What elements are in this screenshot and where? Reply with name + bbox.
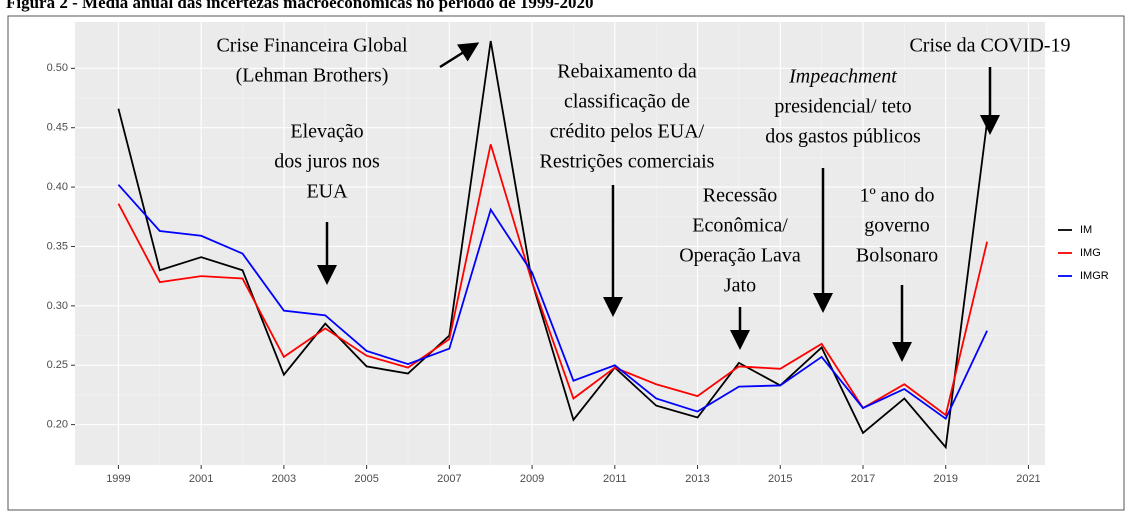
x-tick-label: 2009 [520,473,544,485]
series-line [117,144,988,417]
x-tick-label: 2003 [272,473,296,485]
annotation: crédito pelos EUA/ [550,121,705,143]
annotation: EUA [306,181,348,203]
y-tick-label: 0.25 [47,359,68,371]
x-tick-label: 2013 [685,473,709,485]
x-tick-label: 2007 [437,473,461,485]
annotation: Jato [724,275,756,297]
x-tick-label: 2021 [1016,473,1040,485]
x-tick-label: 1999 [106,473,130,485]
annotation: Elevação [290,121,363,143]
x-tick-label: 2015 [768,473,792,485]
x-tick-label: 2017 [851,473,875,485]
series-line [117,40,988,450]
y-tick-label: 0.40 [47,181,68,193]
annotation: (Lehman Brothers) [236,65,389,87]
annotation: Econômica/ [692,215,788,237]
annotation: Rebaixamento da [557,61,697,83]
annotation: Operação Lava [679,245,801,267]
x-tick-label: 2005 [354,473,378,485]
y-tick-label: 0.50 [47,62,68,74]
annotation: Impeachment [788,66,897,88]
annotation-arrow [439,42,480,69]
legend-label: IMG [1080,247,1101,259]
legend-label: IMGR [1080,270,1109,282]
annotation: dos gastos públicos [765,126,921,148]
y-tick-label: 0.45 [47,122,68,134]
x-tick-label: 2011 [603,473,627,485]
series-line [117,184,988,421]
annotation: governo [864,215,930,237]
x-tick-label: 2019 [933,473,957,485]
annotation: Crise Financeira Global [216,35,407,57]
annotation: 1º ano do [859,185,934,207]
annotation: Bolsonaro [856,245,938,267]
chart-title: Figura 2 - Média anual das incertezas ma… [6,0,594,12]
plot-panel [75,22,1045,465]
frame [7,15,1125,511]
y-tick-label: 0.35 [47,240,68,252]
annotation: dos juros nos [274,151,380,173]
annotation: Recessão [703,185,777,207]
legend-label: IM [1080,224,1092,236]
annotation: presidencial/ teto [774,96,911,118]
x-tick-label: 2001 [189,473,213,485]
y-tick-label: 0.30 [47,300,68,312]
y-tick-label: 0.20 [47,419,68,431]
annotation: classificação de [564,91,690,113]
annotation: Crise da COVID-19 [909,35,1070,57]
annotation: Restrições comerciais [540,151,715,173]
